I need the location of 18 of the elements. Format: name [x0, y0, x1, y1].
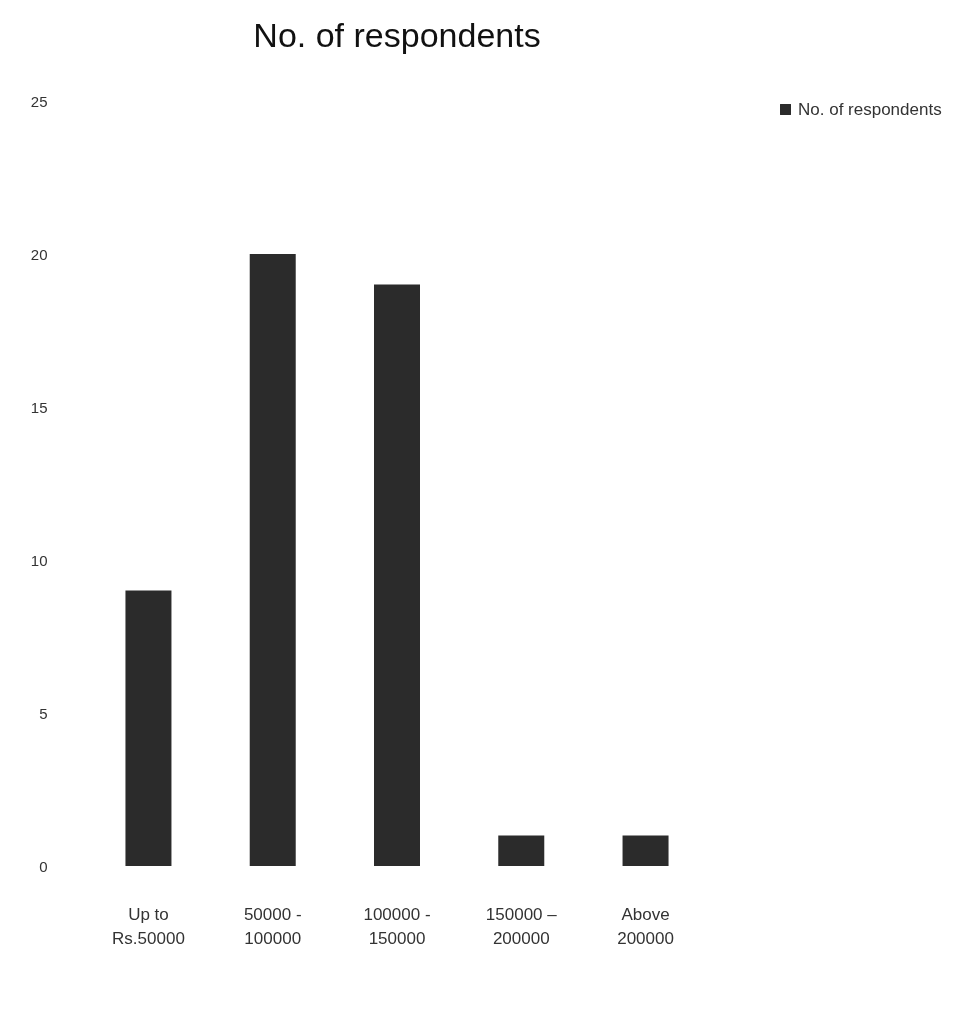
bar — [374, 284, 420, 866]
y-tick-label: 10 — [30, 551, 48, 569]
bar — [622, 835, 669, 866]
x-tick-label: 50000 - 100000 — [243, 904, 302, 948]
y-tick-label: 25 — [30, 92, 48, 110]
x-tick-label: Up to Rs.50000 — [112, 904, 185, 948]
bar — [498, 835, 545, 866]
bar — [125, 590, 172, 866]
x-tick-label: 150000 – 200000 — [485, 904, 558, 948]
bar — [249, 254, 296, 866]
y-tick-label: 5 — [39, 704, 48, 722]
y-tick-label: 15 — [30, 398, 48, 416]
y-tick-label: 0 — [39, 857, 48, 875]
x-tick-label: 100000 - 150000 — [363, 904, 431, 948]
x-tick-label: Above 200000 — [617, 904, 674, 948]
legend-label: No. of respondents — [798, 99, 942, 119]
y-tick-label: 20 — [30, 245, 48, 263]
chart-title: No. of respondents — [253, 16, 541, 54]
